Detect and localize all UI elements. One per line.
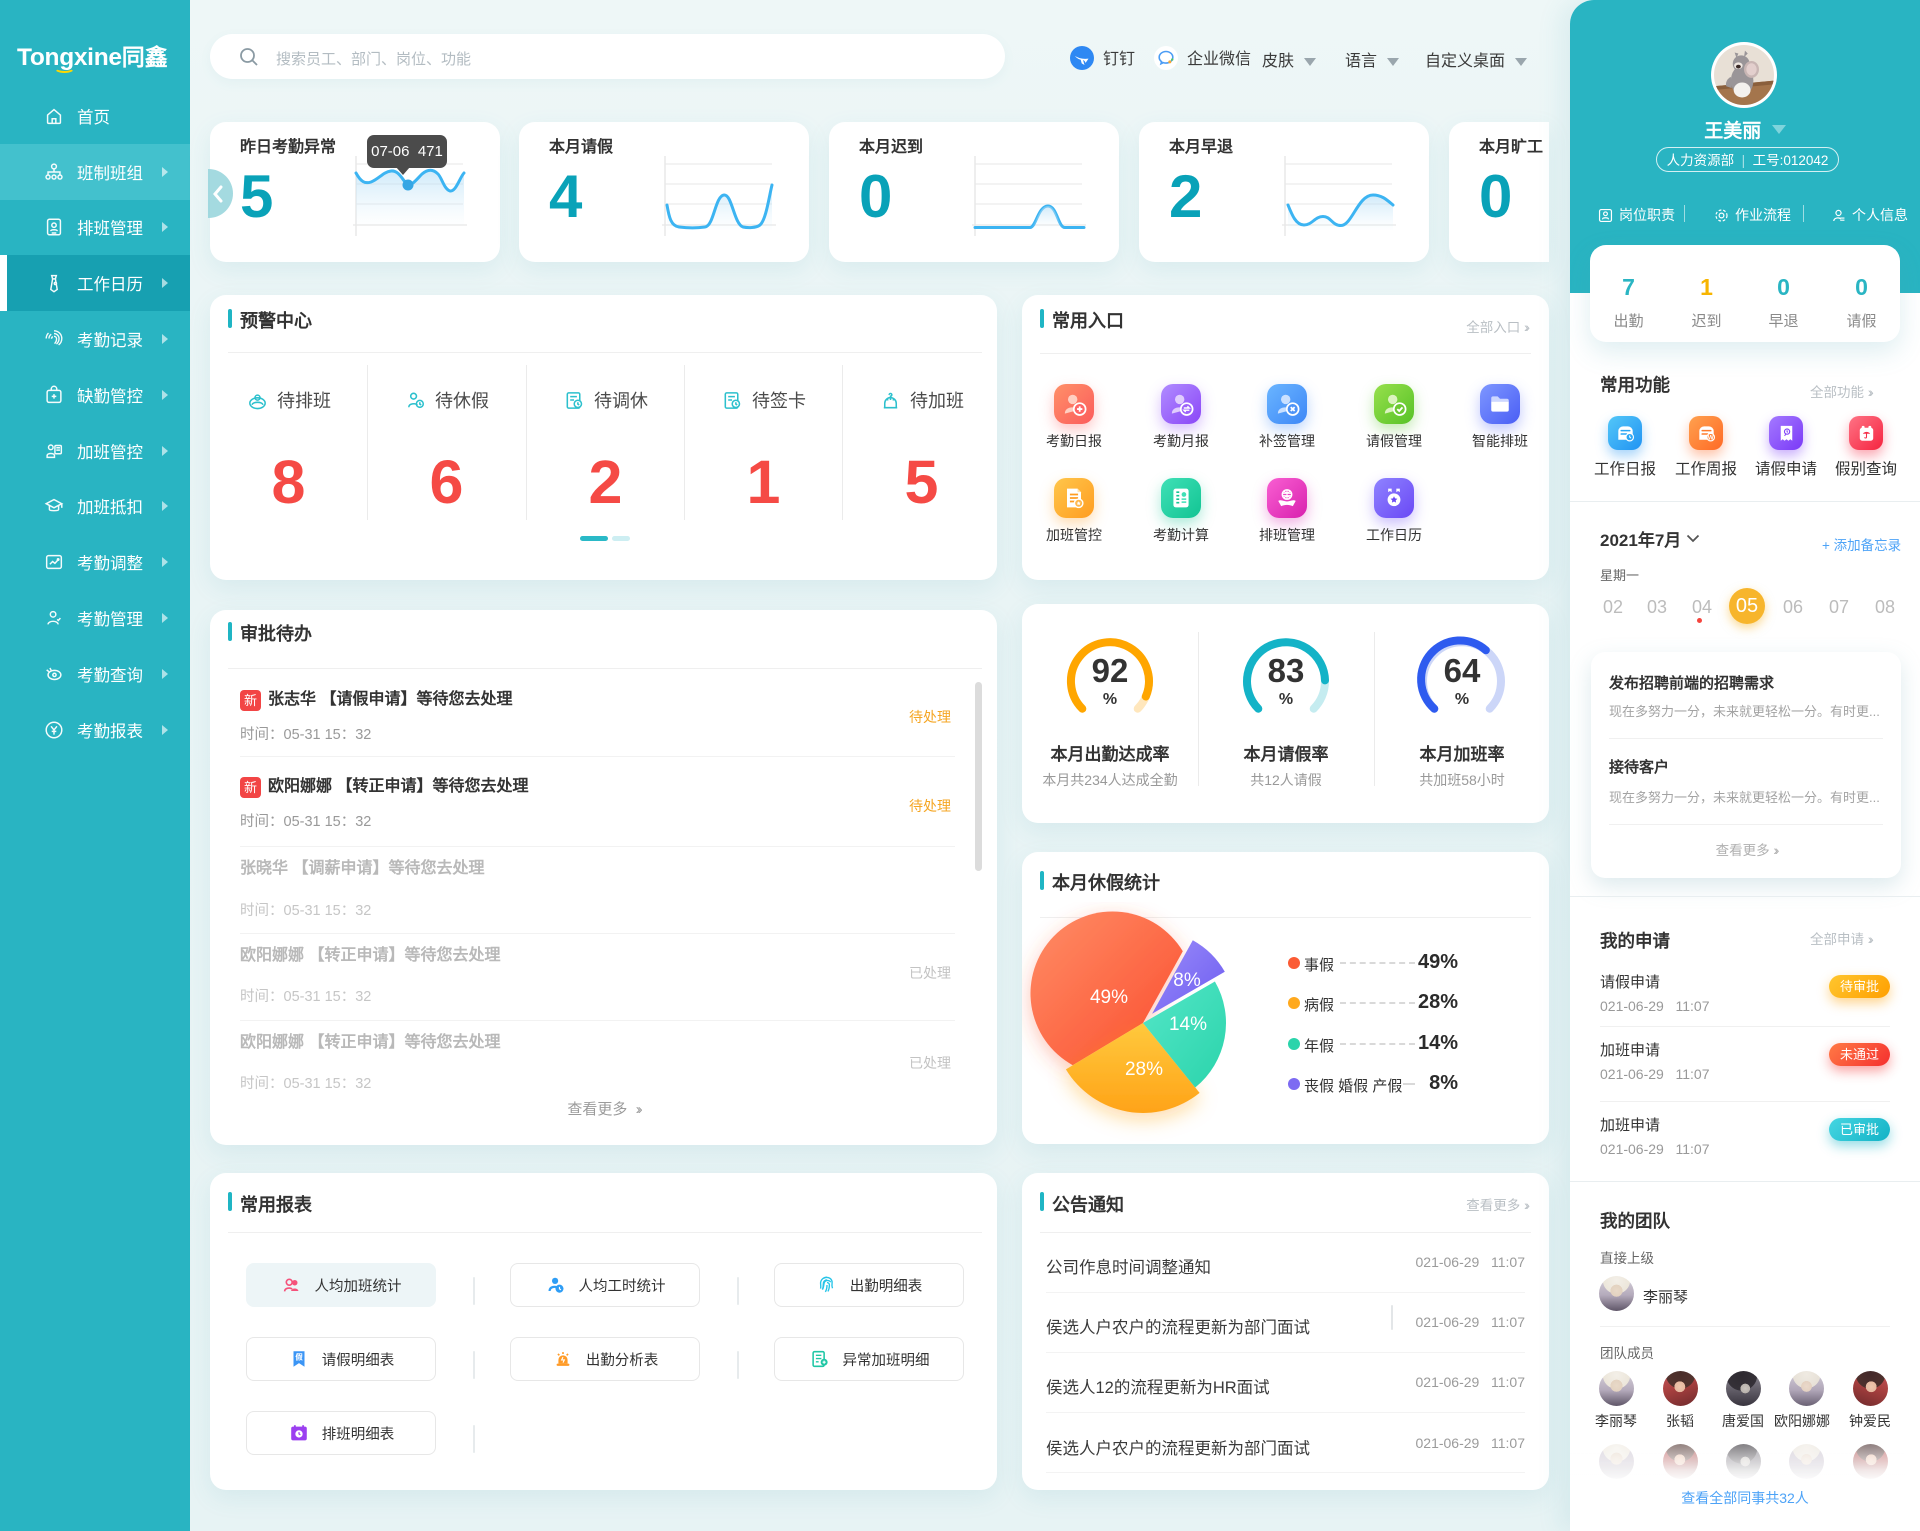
svg-text:假: 假 — [295, 1352, 303, 1361]
svg-text:8%: 8% — [1173, 970, 1201, 991]
svg-text:W: W — [1707, 434, 1713, 441]
svg-text:28%: 28% — [1125, 1059, 1163, 1080]
svg-text:49%: 49% — [1090, 987, 1128, 1008]
svg-text:14%: 14% — [1169, 1014, 1207, 1035]
